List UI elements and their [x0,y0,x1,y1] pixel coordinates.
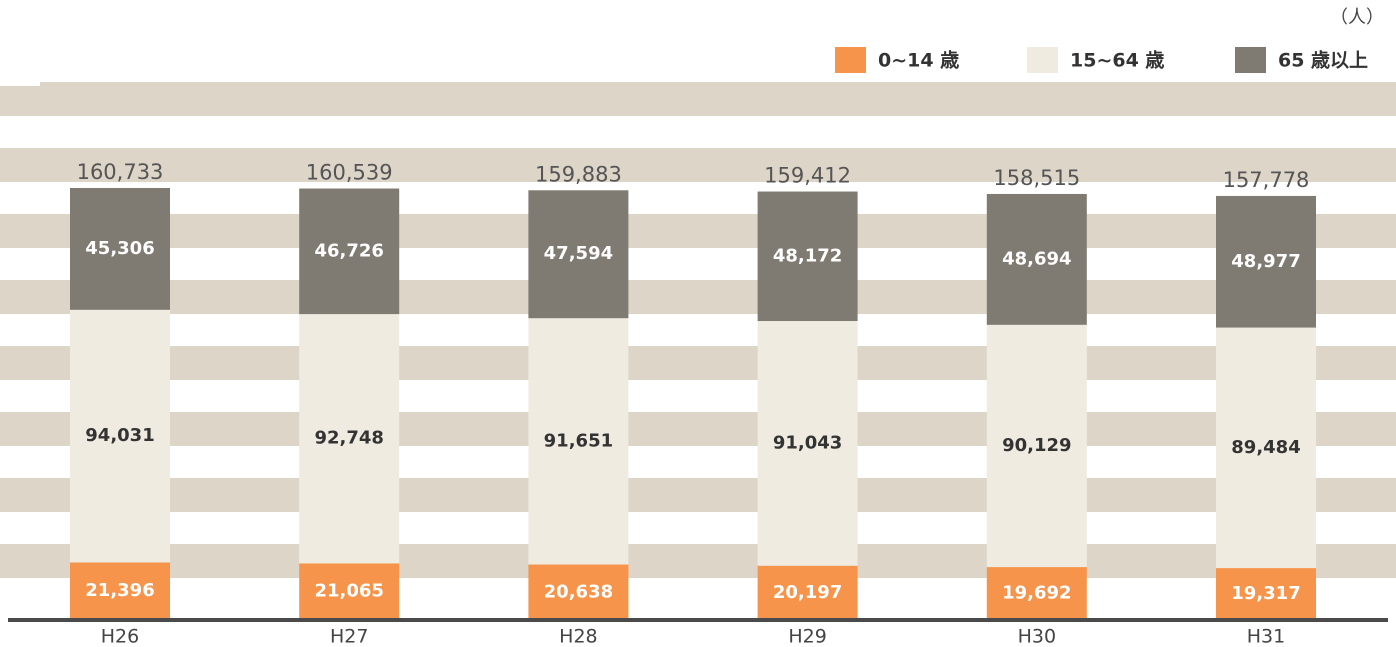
bar-segment [299,314,400,564]
value-label: 19,317 [1231,583,1300,604]
value-label: 48,977 [1231,251,1300,272]
x-tick-label: H28 [559,626,597,647]
value-label: 45,306 [85,238,154,259]
bar-segment [528,190,629,319]
value-label: 92,748 [314,428,383,449]
value-label: 21,065 [314,581,383,602]
value-label: 19,692 [1002,583,1071,604]
total-label: 158,515 [993,166,1080,190]
value-label: 89,484 [1231,437,1300,458]
bar-segment [70,188,170,310]
legend-swatch [1027,47,1058,73]
bar-segment [986,193,1087,325]
total-label: 159,412 [764,164,851,188]
value-label: 21,396 [85,580,154,601]
legend-label: 0~14 歳 [878,50,959,72]
value-label: 48,694 [1002,248,1071,269]
x-tick-label: H29 [788,626,826,647]
x-axis [8,618,1388,622]
value-label: 94,031 [85,425,154,446]
bar-segment [986,567,1087,620]
bar-segment [1216,195,1316,328]
value-label: 91,043 [773,432,842,453]
x-tick-label: H31 [1247,626,1285,647]
total-label: 160,733 [77,160,164,184]
unit-label: （人） [1330,7,1384,28]
bar-segment [528,318,629,565]
legend-label: 65 歳以上 [1278,50,1368,72]
total-label: 157,778 [1223,168,1310,192]
bar-segment [70,309,170,563]
legend-swatch [835,47,866,73]
bar-segment [70,562,170,620]
value-label: 46,726 [314,240,383,261]
value-label: 90,129 [1002,435,1071,456]
total-label: 159,883 [535,162,622,186]
total-label: 160,539 [306,161,393,185]
value-label: 20,638 [544,581,613,602]
bar-segment [757,565,858,620]
bar-segment [528,564,629,620]
value-label: 20,197 [773,582,842,603]
x-tick-label: H30 [1018,626,1056,647]
x-tick-label: H26 [101,626,139,647]
legend-swatch [1235,47,1266,73]
bar-segment [299,188,400,315]
value-label: 91,651 [544,430,613,451]
bar-segment [1216,327,1316,569]
value-label: 48,172 [773,245,842,266]
value-label: 47,594 [544,243,613,264]
x-tick-label: H27 [330,626,368,647]
bar-segment [299,563,400,620]
bar-segment [986,324,1087,568]
bar-segment [757,191,858,322]
bar-segment [757,321,858,566]
background-stripes [0,82,1396,578]
bar-segment [1216,568,1316,620]
legend-label: 15~64 歳 [1070,50,1164,72]
